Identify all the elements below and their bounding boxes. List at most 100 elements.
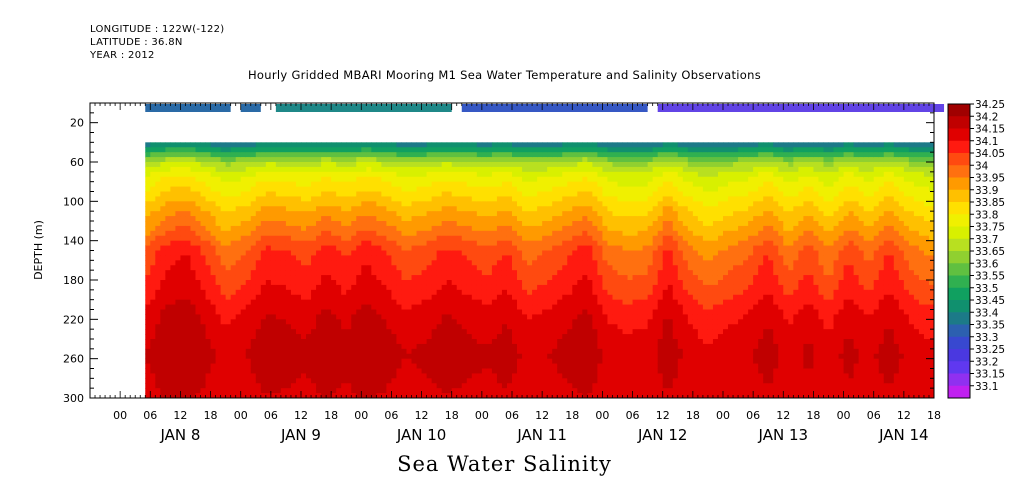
heatmap-cell xyxy=(451,176,458,183)
heatmap-cell xyxy=(587,245,593,251)
heatmap-cell xyxy=(346,353,352,360)
heatmap-cell xyxy=(270,368,277,374)
heatmap-cell xyxy=(210,304,217,310)
heatmap-cell xyxy=(587,343,593,350)
heatmap-cell xyxy=(386,373,392,379)
heatmap-cell xyxy=(501,221,508,227)
heatmap-cell xyxy=(401,176,407,183)
heatmap-cell xyxy=(431,191,438,197)
heatmap-cell xyxy=(376,255,382,261)
heatmap-cell xyxy=(260,280,267,286)
heatmap-cell xyxy=(577,280,583,286)
heatmap-cell xyxy=(496,245,503,251)
heatmap-cell xyxy=(486,235,493,242)
heatmap-cell xyxy=(336,378,342,384)
heatmap-cell xyxy=(235,275,242,281)
heatmap-cell xyxy=(386,221,392,227)
heatmap-cell xyxy=(476,235,483,242)
heatmap-cell xyxy=(461,270,468,276)
heatmap-cell xyxy=(270,245,277,251)
heatmap-cell xyxy=(361,299,367,306)
heatmap-cell xyxy=(381,201,387,207)
heatmap-cell xyxy=(336,339,342,345)
heatmap-cell xyxy=(235,235,242,242)
heatmap-cell xyxy=(346,245,352,251)
heatmap-cell xyxy=(306,225,312,232)
heatmap-cell xyxy=(607,166,613,173)
heatmap-cell xyxy=(557,216,563,222)
heatmap-cell xyxy=(577,348,583,355)
heatmap-cell xyxy=(311,216,317,222)
heatmap-cell xyxy=(361,216,367,222)
heatmap-cell xyxy=(552,373,558,379)
heatmap-cell xyxy=(195,221,202,227)
heatmap-cell xyxy=(295,309,302,315)
heatmap-cell xyxy=(366,245,372,251)
heatmap-cell xyxy=(371,157,377,163)
heatmap-cell xyxy=(416,157,423,163)
heatmap-cell xyxy=(592,221,598,227)
heatmap-cell xyxy=(577,162,583,168)
heatmap-cell xyxy=(577,196,583,202)
heatmap-cell xyxy=(471,353,478,360)
heatmap-cell xyxy=(275,393,282,398)
heatmap-cell xyxy=(336,324,342,330)
heatmap-cell xyxy=(481,383,488,389)
heatmap-cell xyxy=(371,289,377,296)
heatmap-cell xyxy=(552,324,558,330)
heatmap-cell xyxy=(501,142,508,148)
heatmap-cell xyxy=(486,216,493,222)
heatmap-cell xyxy=(592,186,598,192)
heatmap-cell xyxy=(155,221,161,227)
heatmap-cell xyxy=(401,319,407,325)
heatmap-cell xyxy=(607,142,613,148)
heatmap-cell xyxy=(411,294,418,301)
heatmap-cell xyxy=(270,280,277,286)
heatmap-cell xyxy=(270,265,277,271)
heatmap-cell xyxy=(512,166,518,173)
heatmap-cell xyxy=(285,368,292,374)
heatmap-cell xyxy=(421,363,428,369)
heatmap-cell xyxy=(250,275,257,281)
heatmap-cell xyxy=(341,245,347,251)
heatmap-cell xyxy=(180,324,186,330)
heatmap-cell xyxy=(517,152,523,158)
heatmap-cell xyxy=(436,373,443,379)
heatmap-cell xyxy=(371,378,377,384)
heatmap-cell xyxy=(401,260,407,266)
heatmap-cell xyxy=(391,171,397,178)
heatmap-cell xyxy=(512,216,518,222)
heatmap-cell xyxy=(491,280,498,286)
heatmap-cell xyxy=(527,166,533,173)
heatmap-cell xyxy=(240,329,247,335)
heatmap-cell xyxy=(160,309,166,315)
heatmap-cell xyxy=(537,378,543,384)
heatmap-cell xyxy=(411,363,418,369)
heatmap-cell xyxy=(180,250,186,256)
heatmap-cell xyxy=(522,353,528,360)
heatmap-cell xyxy=(386,216,392,222)
heatmap-cell xyxy=(145,343,151,350)
heatmap-cell xyxy=(451,186,458,192)
heatmap-cell xyxy=(285,255,292,261)
heatmap-cell xyxy=(245,235,252,242)
heatmap-cell xyxy=(356,329,362,335)
heatmap-cell xyxy=(356,334,362,340)
heatmap-cell xyxy=(280,157,287,163)
heatmap-cell xyxy=(260,152,267,158)
heatmap-cell xyxy=(612,275,618,281)
heatmap-cell xyxy=(280,152,287,158)
heatmap-cell xyxy=(532,339,538,345)
heatmap-cell xyxy=(160,206,166,212)
heatmap-cell xyxy=(185,393,191,398)
heatmap-cell xyxy=(451,142,458,148)
heatmap-cell xyxy=(240,280,247,286)
heatmap-cell xyxy=(361,265,367,271)
heatmap-cell xyxy=(321,186,327,192)
heatmap-cell xyxy=(190,171,196,178)
heatmap-cell xyxy=(486,319,493,325)
heatmap-cell xyxy=(260,157,267,163)
heatmap-cell xyxy=(311,260,317,266)
heatmap-cell xyxy=(381,211,387,217)
heatmap-cell xyxy=(491,225,498,232)
